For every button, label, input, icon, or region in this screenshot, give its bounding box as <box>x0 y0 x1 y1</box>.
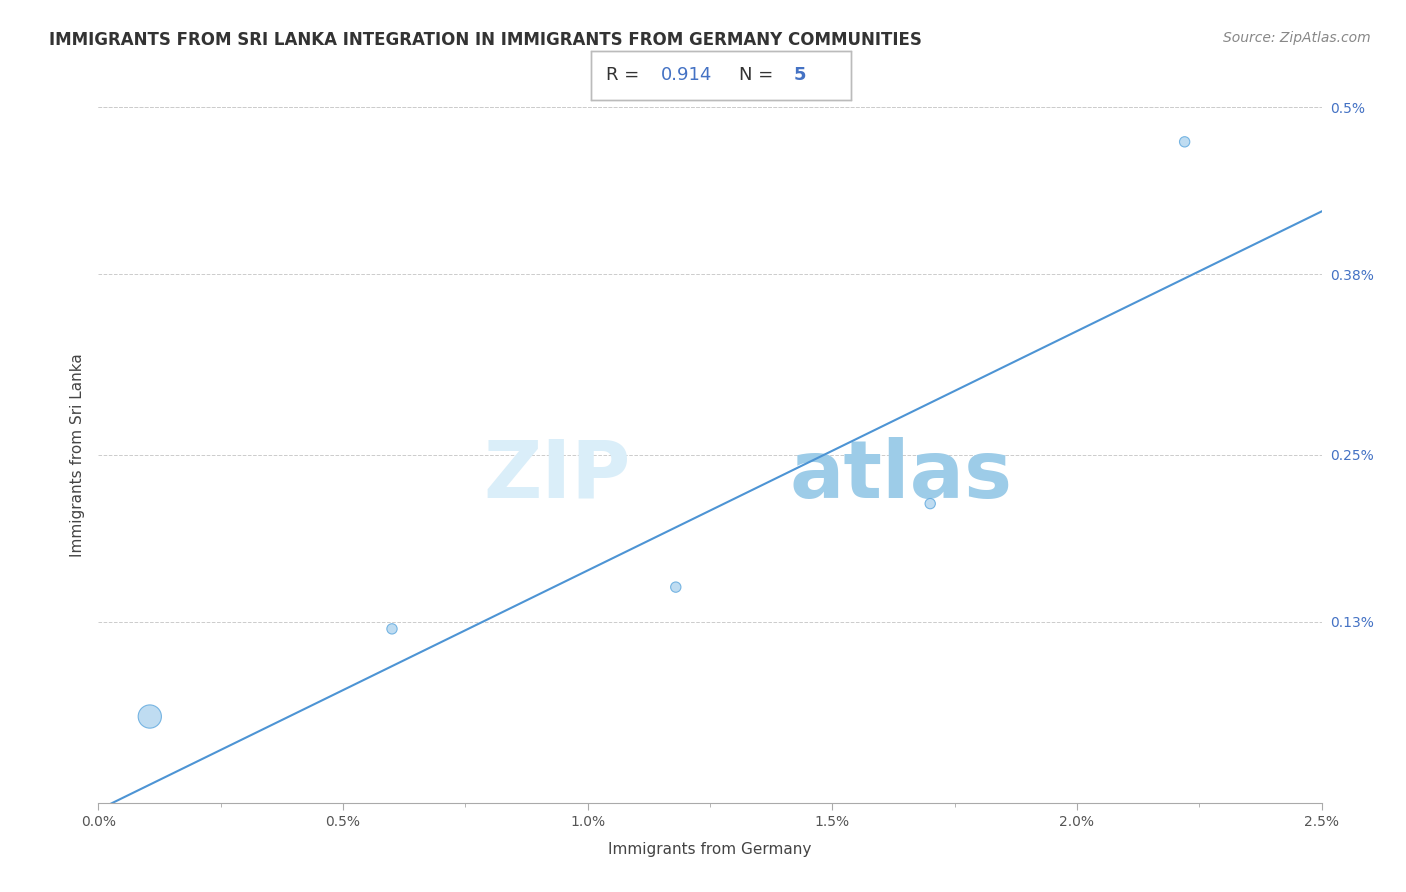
Text: atlas: atlas <box>790 437 1012 515</box>
Text: ZIP: ZIP <box>484 437 630 515</box>
Point <box>139 709 162 723</box>
Text: Source: ZipAtlas.com: Source: ZipAtlas.com <box>1223 31 1371 45</box>
Text: N =: N = <box>738 66 779 85</box>
Text: R =: R = <box>606 66 645 85</box>
X-axis label: Immigrants from Germany: Immigrants from Germany <box>609 843 811 857</box>
Point <box>920 497 942 511</box>
Y-axis label: Immigrants from Sri Lanka: Immigrants from Sri Lanka <box>69 353 84 557</box>
Text: 0.914: 0.914 <box>661 66 711 85</box>
Text: 5: 5 <box>793 66 806 85</box>
Point <box>1174 135 1197 149</box>
Text: IMMIGRANTS FROM SRI LANKA INTEGRATION IN IMMIGRANTS FROM GERMANY COMMUNITIES: IMMIGRANTS FROM SRI LANKA INTEGRATION IN… <box>49 31 922 49</box>
Point <box>381 622 404 636</box>
Point <box>665 580 688 594</box>
